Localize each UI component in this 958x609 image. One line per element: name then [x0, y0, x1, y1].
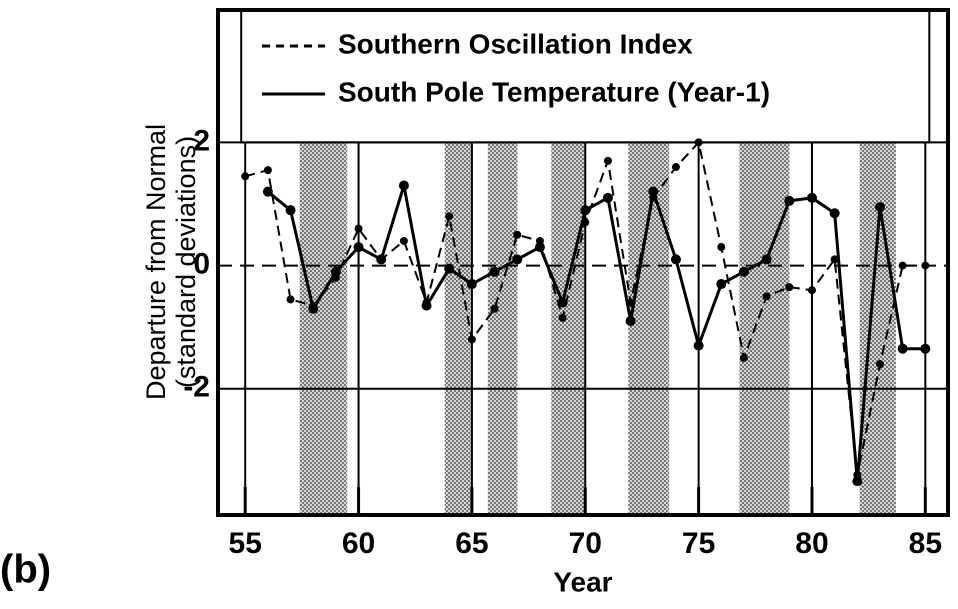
panel-label: (b) — [0, 548, 51, 592]
data-point — [806, 192, 817, 203]
y-tick-label: 0 — [193, 248, 210, 281]
x-axis-label: Year — [553, 566, 612, 597]
data-point — [829, 208, 840, 219]
shaded-band — [551, 142, 586, 515]
data-point — [648, 186, 659, 197]
x-tick-label: 65 — [455, 527, 488, 560]
data-point — [285, 205, 296, 216]
legend-box — [240, 9, 931, 144]
data-point — [308, 303, 319, 314]
series-line — [266, 185, 926, 482]
x-tick-label: 55 — [229, 527, 262, 560]
data-point — [875, 360, 884, 369]
data-point — [444, 263, 455, 274]
data-point — [738, 266, 749, 277]
data-point — [241, 172, 250, 181]
y-tick-label: 2 — [193, 124, 210, 157]
data-point — [421, 300, 432, 311]
data-point — [262, 186, 273, 197]
data-point — [716, 279, 727, 290]
data-point — [580, 205, 591, 216]
shaded-band — [628, 142, 670, 515]
data-point — [512, 254, 523, 265]
shaded-band — [487, 142, 518, 515]
data-point — [602, 192, 613, 203]
data-point — [330, 266, 341, 277]
shaded-band — [859, 142, 896, 515]
legend-label: South Pole Temperature (Year-1) — [338, 76, 770, 107]
data-point — [467, 335, 476, 344]
shaded-band — [739, 142, 790, 515]
data-point — [694, 138, 703, 147]
data-point — [874, 202, 885, 213]
data-point — [557, 297, 568, 308]
x-tick-label: 75 — [682, 527, 715, 560]
data-point — [558, 313, 567, 322]
data-point — [897, 343, 908, 354]
data-point — [852, 476, 863, 487]
x-tick-label: 70 — [569, 527, 602, 560]
data-point — [785, 283, 794, 292]
data-point — [670, 254, 681, 265]
shaded-band — [299, 142, 348, 515]
data-point — [671, 163, 680, 172]
data-point — [445, 212, 454, 221]
data-point — [354, 224, 363, 233]
data-point — [534, 242, 545, 253]
data-point — [784, 195, 795, 206]
data-point — [489, 266, 500, 277]
y-tick-label: -2 — [183, 371, 210, 404]
data-point — [398, 180, 409, 191]
data-point — [286, 295, 295, 304]
data-point — [762, 292, 771, 301]
data-point — [263, 166, 272, 175]
y-axis-label: (standard deviations) — [171, 136, 201, 388]
data-point — [807, 286, 816, 295]
legend-label: Southern Oscillation Index — [338, 28, 693, 59]
x-tick-label: 85 — [909, 527, 942, 560]
data-point — [490, 304, 499, 313]
data-point — [603, 156, 612, 165]
plot-frame — [216, 8, 950, 517]
data-point — [830, 255, 839, 264]
data-point — [513, 230, 522, 239]
data-point — [353, 242, 364, 253]
data-point — [921, 261, 930, 270]
data-point — [693, 340, 704, 351]
x-tick-label: 60 — [342, 527, 375, 560]
y-axis-label: Departure from Normal — [141, 124, 171, 400]
data-point — [739, 353, 748, 362]
data-point — [399, 236, 408, 245]
data-point — [761, 254, 772, 265]
data-point — [898, 261, 907, 270]
data-point — [376, 254, 387, 265]
data-point — [717, 243, 726, 252]
data-point — [625, 316, 636, 327]
shaded-band — [444, 142, 471, 515]
x-tick-label: 80 — [795, 527, 828, 560]
data-point — [466, 279, 477, 290]
data-point — [920, 343, 931, 354]
